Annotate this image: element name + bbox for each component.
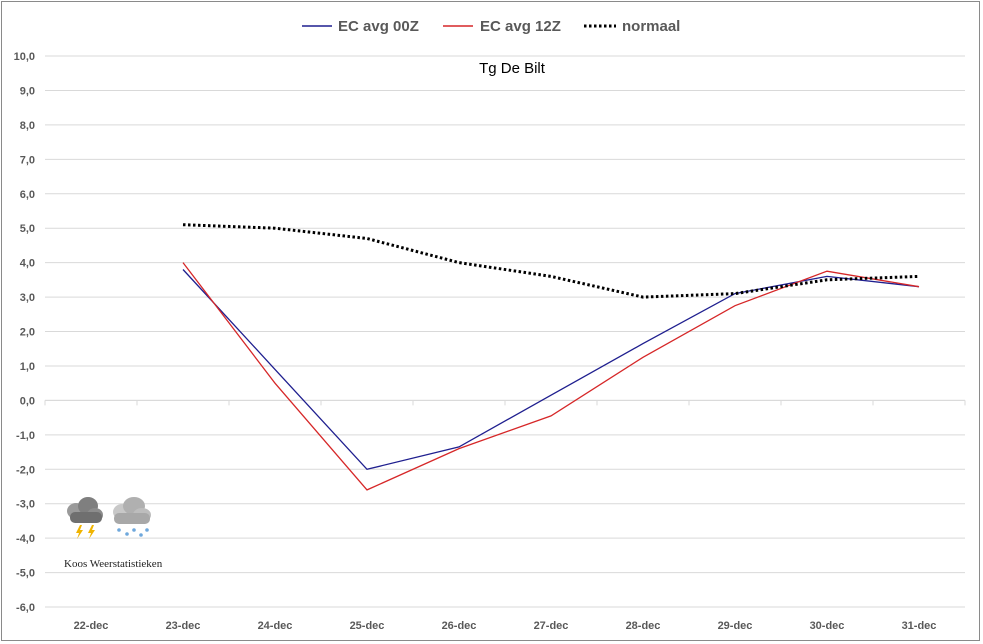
legend-label-ec-avg-12z: EC avg 12Z [480, 18, 561, 35]
y-tick-label: 9,0 [20, 85, 35, 97]
y-tick-label: 8,0 [20, 120, 35, 132]
y-tick-label: 6,0 [20, 189, 35, 201]
y-tick-label: 5,0 [20, 223, 35, 235]
series-line-ec-avg-12z [182, 262, 920, 491]
series-layer [182, 223, 920, 491]
x-tick-label: 26-dec [442, 620, 477, 632]
y-tick-label: 0,0 [20, 395, 35, 407]
y-tick-label: -2,0 [16, 464, 35, 476]
y-tick-label: 10,0 [14, 51, 35, 63]
series-line-normaal [182, 223, 920, 299]
legend: EC avg 00Z EC avg 12Z normaal [302, 18, 680, 35]
x-tick-label: 25-dec [350, 620, 385, 632]
thunderstorm-cloud-icon [67, 497, 103, 539]
legend-item-normaal: normaal [584, 18, 680, 35]
x-tick-label: 30-dec [810, 620, 845, 632]
legend-item-ec-avg-12z: EC avg 12Z [443, 18, 561, 35]
logo: Koos Weerstatistieken [64, 497, 163, 570]
y-tick-label: -6,0 [16, 602, 35, 614]
y-tick-label: 3,0 [20, 292, 35, 304]
grid-layer [44, 55, 966, 608]
legend-label-normaal: normaal [622, 18, 680, 35]
legend-item-ec-avg-00z: EC avg 00Z [302, 18, 419, 35]
x-tick-label: 31-dec [902, 620, 937, 632]
x-tick-label: 29-dec [718, 620, 753, 632]
y-tick-label: -3,0 [16, 499, 35, 511]
y-tick-label: -4,0 [16, 533, 35, 545]
x-tick-label: 28-dec [626, 620, 661, 632]
x-tick-label: 27-dec [534, 620, 569, 632]
series-line-ec-avg-00z [182, 269, 920, 471]
snow-cloud-icon [113, 497, 151, 537]
x-tick-label: 24-dec [258, 620, 293, 632]
legend-label-ec-avg-00z: EC avg 00Z [338, 18, 419, 35]
y-axis-ticks: 10,0 9,0 8,0 7,0 6,0 5,0 4,0 3,0 2,0 1,0 0,0 -1,0 -2… [14, 51, 35, 614]
y-tick-label: 7,0 [20, 154, 35, 166]
y-tick-label: -5,0 [16, 568, 35, 580]
y-tick-label: 4,0 [20, 258, 35, 270]
x-tick-label: 23-dec [166, 620, 201, 632]
y-tick-label: -1,0 [16, 430, 35, 442]
y-tick-label: 1,0 [20, 361, 35, 373]
chart-title: Tg De Bilt [479, 60, 546, 77]
x-axis-ticks: 22-dec 23-dec 24-dec 25-dec 26-dec 27-dec 28-d… [74, 620, 937, 632]
x-tick-label: 22-dec [74, 620, 109, 632]
logo-text: Koos Weerstatistieken [64, 558, 163, 570]
y-tick-label: 2,0 [20, 327, 35, 339]
